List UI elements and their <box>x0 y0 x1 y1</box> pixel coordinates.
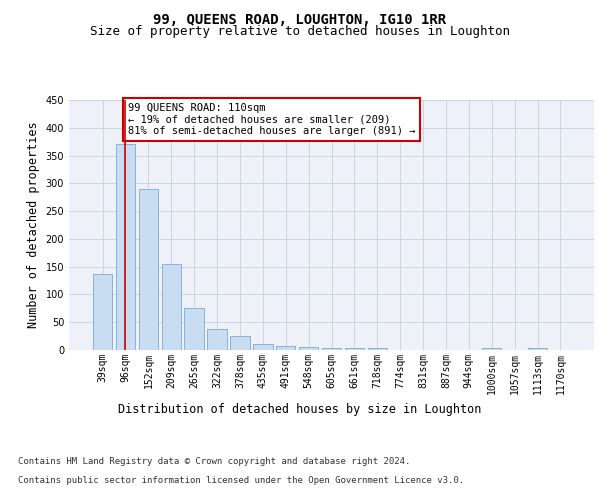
Bar <box>482 348 502 350</box>
Bar <box>139 190 158 350</box>
Bar <box>184 308 204 350</box>
Bar <box>208 329 227 350</box>
Bar <box>528 348 547 350</box>
Bar <box>299 346 319 350</box>
Y-axis label: Number of detached properties: Number of detached properties <box>27 122 40 328</box>
Text: Contains public sector information licensed under the Open Government Licence v3: Contains public sector information licen… <box>18 476 464 485</box>
Bar <box>276 346 295 350</box>
Bar <box>253 344 272 350</box>
Bar <box>116 144 135 350</box>
Bar <box>93 274 112 350</box>
Bar <box>322 348 341 350</box>
Bar <box>161 264 181 350</box>
Text: Contains HM Land Registry data © Crown copyright and database right 2024.: Contains HM Land Registry data © Crown c… <box>18 458 410 466</box>
Bar <box>230 336 250 350</box>
Text: 99 QUEENS ROAD: 110sqm
← 19% of detached houses are smaller (209)
81% of semi-de: 99 QUEENS ROAD: 110sqm ← 19% of detached… <box>128 103 415 136</box>
Bar <box>344 348 364 350</box>
Text: Distribution of detached houses by size in Loughton: Distribution of detached houses by size … <box>118 402 482 415</box>
Text: Size of property relative to detached houses in Loughton: Size of property relative to detached ho… <box>90 25 510 38</box>
Bar <box>368 348 387 350</box>
Text: 99, QUEENS ROAD, LOUGHTON, IG10 1RR: 99, QUEENS ROAD, LOUGHTON, IG10 1RR <box>154 12 446 26</box>
